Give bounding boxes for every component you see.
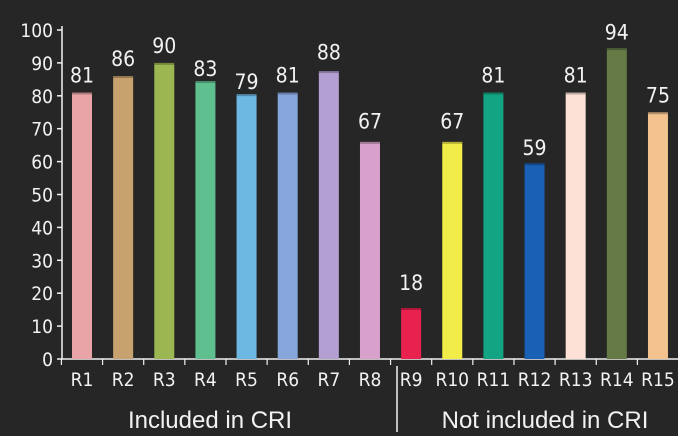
data-label-r13: 81 <box>564 64 588 88</box>
bar-top-edge <box>154 62 175 65</box>
data-label-r14: 94 <box>605 21 629 45</box>
bar-top-edge <box>113 76 134 79</box>
x-tick-label-r4: R4 <box>194 369 217 391</box>
bar-r14 <box>606 48 627 359</box>
data-label-r3: 90 <box>152 34 176 58</box>
x-tick-label-r9: R9 <box>400 369 423 391</box>
bar-r3 <box>154 62 175 360</box>
data-label-r8: 67 <box>358 110 382 134</box>
bar-top-edge <box>277 92 298 95</box>
bars <box>72 48 668 360</box>
bar-top-edge <box>524 163 545 166</box>
bar-r8 <box>359 141 380 359</box>
bar-r10 <box>442 141 463 359</box>
bar-r15 <box>647 112 668 359</box>
data-label-r11: 81 <box>481 64 505 88</box>
bar-top-edge <box>647 112 668 115</box>
x-tick-label-r14: R14 <box>600 369 634 391</box>
data-label-r7: 88 <box>317 40 341 64</box>
x-tick-label-r11: R11 <box>477 369 511 391</box>
y-tick-label: 90 <box>31 53 53 75</box>
bar-top-edge <box>359 141 380 144</box>
data-label-r9: 18 <box>399 271 423 295</box>
y-tick-label: 70 <box>31 119 53 141</box>
data-label-r5: 79 <box>235 70 259 94</box>
bar-top-edge <box>442 141 463 144</box>
group-label-not-included: Not included in CRI <box>442 407 649 434</box>
data-label-r1: 81 <box>70 64 94 88</box>
data-label-r6: 81 <box>276 64 300 88</box>
data-label-r12: 59 <box>523 136 547 160</box>
x-tick-label-r6: R6 <box>276 369 299 391</box>
labels: 81 R1 86 R2 90 R3 83 R4 79 R5 81 R6 88 R7 67 R8 18 R9 67 R1… <box>70 21 675 391</box>
y-tick-label: 10 <box>31 316 53 338</box>
y-tick-label: 50 <box>31 185 53 207</box>
x-tick-label-r7: R7 <box>317 369 340 391</box>
bar-r6 <box>277 92 298 359</box>
y-tick-label: 30 <box>31 250 53 272</box>
data-label-r10: 67 <box>440 110 464 134</box>
bar-top-edge <box>606 48 627 51</box>
bar-top-edge <box>195 80 216 83</box>
y-tick-label: 100 <box>20 20 53 42</box>
x-tick-label-r1: R1 <box>71 369 94 391</box>
group-label-included: Included in CRI <box>128 407 292 434</box>
x-tick-label-r8: R8 <box>359 369 382 391</box>
bar-r11 <box>483 92 504 359</box>
bar-top-edge <box>483 92 504 95</box>
x-tick-label-r15: R15 <box>641 369 675 391</box>
y-tick-label: 80 <box>31 86 53 108</box>
y-tick-label: 40 <box>31 217 53 239</box>
y-tick-label: 60 <box>31 152 53 174</box>
bar-r9 <box>401 308 422 359</box>
bar-r5 <box>236 94 257 359</box>
axes: 0 10 20 30 40 50 60 70 80 90 100 <box>20 20 678 371</box>
bar-r1 <box>72 92 92 359</box>
x-tick-label-r10: R10 <box>435 369 469 391</box>
bar-r4 <box>195 80 216 360</box>
data-label-r15: 75 <box>646 83 670 107</box>
x-tick-label-r13: R13 <box>559 369 593 391</box>
bar-r2 <box>113 76 134 359</box>
data-label-r4: 83 <box>193 57 217 81</box>
bar-top-edge <box>318 71 339 74</box>
bar-r13 <box>565 92 586 359</box>
y-tick-label: 20 <box>31 283 53 305</box>
x-tick-label-r2: R2 <box>112 369 135 391</box>
y-tick-label: 0 <box>42 349 53 371</box>
data-label-r2: 86 <box>111 47 135 71</box>
x-tick-label-r3: R3 <box>153 369 176 391</box>
bar-r7 <box>318 71 339 359</box>
x-tick-label-r12: R12 <box>518 369 552 391</box>
bar-top-edge <box>565 92 586 95</box>
bar-r12 <box>524 163 545 359</box>
bar-top-edge <box>72 92 92 95</box>
x-tick-label-r5: R5 <box>235 369 258 391</box>
bar-top-edge <box>401 308 422 311</box>
bar-top-edge <box>236 94 257 97</box>
